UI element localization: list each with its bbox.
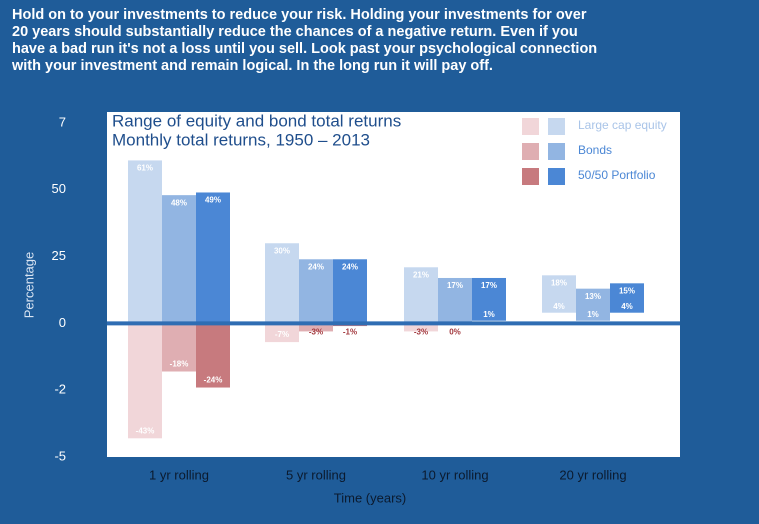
bar-positive (196, 192, 230, 324)
bar-positive (265, 243, 299, 324)
legend-swatch-negative (522, 143, 539, 160)
low-value-label: -43% (136, 426, 155, 435)
x-tick-label: 1 yr rolling (149, 467, 209, 482)
value-label: 15% (619, 286, 635, 295)
y-tick-label: -2 (54, 382, 66, 397)
legend-swatch (548, 118, 565, 135)
legend-label: Large cap equity (578, 118, 667, 132)
bar-range (438, 277, 472, 324)
value-label: 24% (342, 262, 358, 271)
y-tick-label: 25 (52, 248, 66, 263)
legend-label: Bonds (578, 143, 612, 157)
bar-negative (265, 323, 299, 343)
y-tick-label: 7 (59, 114, 66, 129)
low-value-label: -3% (414, 328, 428, 337)
bar-negative (196, 323, 230, 388)
chart-title: Range of equity and bond total returns (112, 111, 401, 130)
intro-line: Hold on to your investments to reduce yo… (12, 7, 587, 23)
intro-line: 20 years should substantially reduce the… (12, 24, 578, 40)
x-tick-label: 10 yr rolling (421, 467, 488, 482)
bar-range (542, 275, 576, 313)
low-value-label: -7% (275, 330, 289, 339)
value-label: 17% (447, 281, 463, 290)
low-value-label: 1% (587, 310, 599, 319)
y-axis-label: Percentage (21, 252, 36, 319)
legend-swatch (548, 143, 565, 160)
bar-positive (128, 160, 162, 324)
x-axis-label: Time (years) (334, 490, 406, 505)
legend-swatch-negative (522, 168, 539, 185)
bar-negative (162, 323, 196, 372)
y-tick-label: 50 (52, 181, 66, 196)
x-tick-label: 20 yr rolling (559, 467, 626, 482)
low-value-label: 4% (553, 302, 565, 311)
value-label: 30% (274, 246, 290, 255)
low-value-label: 4% (621, 302, 633, 311)
low-value-label: -3% (309, 328, 323, 337)
y-tick-label: 0 (59, 315, 66, 330)
value-label: 49% (205, 196, 221, 205)
intro-line: have a bad run it's not a loss until you… (12, 41, 597, 57)
low-value-label: -24% (204, 376, 223, 385)
bar-negative (128, 323, 162, 439)
bar-positive (333, 259, 367, 324)
bar-positive (299, 259, 333, 324)
legend-swatch-negative (522, 118, 539, 135)
intro-line: with your investment and remain logical.… (11, 58, 493, 74)
value-label: 48% (171, 198, 187, 207)
x-tick-label: 5 yr rolling (286, 467, 346, 482)
value-label: 61% (137, 164, 153, 173)
bar-range (576, 288, 610, 321)
bar-negative (299, 323, 333, 332)
bar-positive (404, 267, 438, 324)
value-label: 17% (481, 281, 497, 290)
y-tick-label: -5 (54, 448, 66, 463)
low-value-label: -18% (170, 360, 189, 369)
low-value-label: 1% (483, 310, 495, 319)
value-label: 18% (551, 278, 567, 287)
low-value-label: 0% (449, 328, 461, 337)
bar-negative (404, 323, 438, 332)
legend-label: 50/50 Portfolio (578, 168, 656, 182)
chart-subtitle: Monthly total returns, 1950 – 2013 (112, 130, 370, 149)
value-label: 21% (413, 270, 429, 279)
legend-swatch (548, 168, 565, 185)
value-label: 13% (585, 292, 601, 301)
bar-range (472, 277, 506, 321)
bar-positive (162, 195, 196, 324)
low-value-label: -1% (343, 328, 357, 337)
value-label: 24% (308, 262, 324, 271)
bar-range (610, 283, 644, 313)
